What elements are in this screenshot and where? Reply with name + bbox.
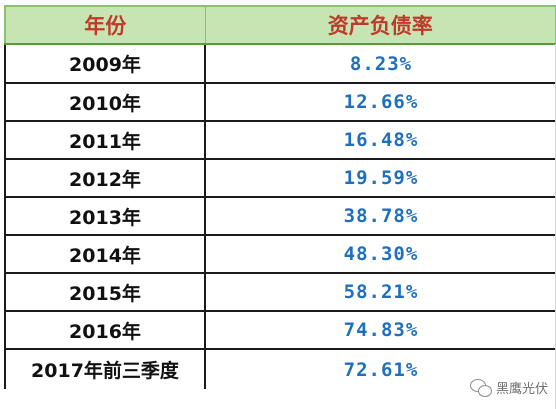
header-year[interactable]: 年份 xyxy=(4,5,206,45)
year-cell[interactable]: 2012年 xyxy=(4,159,206,198)
rate-cell[interactable]: 12.66% xyxy=(205,83,556,122)
rate-cell[interactable]: 74.83% xyxy=(205,311,556,350)
table-row: 2010年 12.66% xyxy=(4,83,556,122)
year-cell[interactable]: 2016年 xyxy=(4,311,206,350)
table-row: 2014年 48.30% xyxy=(4,235,556,274)
year-cell[interactable]: 2013年 xyxy=(4,197,206,236)
table-row: 2011年 16.48% xyxy=(4,121,556,160)
watermark-text: 黑鹰光伏 xyxy=(495,382,548,397)
rate-cell[interactable]: 58.21% xyxy=(205,273,556,312)
year-cell[interactable]: 2017年前三季度 xyxy=(4,349,206,389)
watermark: 黑鹰光伏 xyxy=(469,378,548,397)
year-cell[interactable]: 2015年 xyxy=(4,273,206,312)
year-cell[interactable]: 2014年 xyxy=(4,235,206,274)
year-cell[interactable]: 2010年 xyxy=(4,83,206,122)
table-row: 2017年前三季度 72.61% xyxy=(4,349,556,389)
table-row: 2016年 74.83% xyxy=(4,311,556,350)
year-cell[interactable]: 2009年 xyxy=(4,44,206,84)
rate-cell[interactable]: 38.78% xyxy=(205,197,556,236)
header-debt-ratio[interactable]: 资产负债率 xyxy=(205,5,556,45)
wechat-icon xyxy=(469,378,492,397)
rate-cell[interactable]: 19.59% xyxy=(205,159,556,198)
table-row: 2009年 8.23% xyxy=(4,44,556,84)
rate-cell[interactable]: 48.30% xyxy=(205,235,556,274)
table-row: 2015年 58.21% xyxy=(4,273,556,312)
header-row: 年份 资产负债率 xyxy=(4,5,556,45)
rate-cell[interactable]: 8.23% xyxy=(205,44,556,84)
debt-ratio-table: 年份 资产负债率 2009年 8.23% 2010年 12.66% 2011年 … xyxy=(4,5,556,389)
year-cell[interactable]: 2011年 xyxy=(4,121,206,160)
table-row: 2012年 19.59% xyxy=(4,159,556,198)
rate-cell[interactable]: 16.48% xyxy=(205,121,556,160)
rate-cell[interactable]: 72.61% xyxy=(343,358,419,381)
table-row: 2013年 38.78% xyxy=(4,197,556,236)
